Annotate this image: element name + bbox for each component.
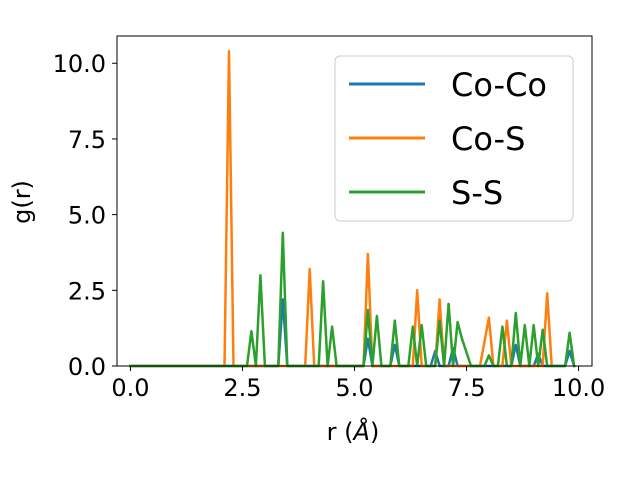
- x-tick-label: 10.0: [552, 374, 605, 402]
- x-axis-label: r (Å): [327, 417, 380, 446]
- legend-label-co-s: Co-S: [451, 120, 525, 158]
- y-tick-label: 10.0: [53, 50, 106, 78]
- x-axis-label-close: ): [370, 418, 379, 446]
- x-tick-label: 2.5: [223, 374, 261, 402]
- legend-items: Co-Co Co-S S-S: [349, 66, 547, 212]
- x-axis: 0.0 2.5 5.0 7.5 10.0: [111, 366, 605, 402]
- y-axis-label: g(r): [8, 180, 36, 224]
- y-tick-label: 2.5: [68, 277, 106, 305]
- y-tick-label: 5.0: [68, 202, 106, 230]
- x-axis-label-text: r (: [327, 418, 354, 446]
- y-tick-label: 7.5: [68, 126, 106, 154]
- legend-label-co-co: Co-Co: [451, 66, 547, 104]
- series-line-s-s: [129, 231, 576, 368]
- legend-frame: [334, 55, 574, 222]
- legend: Co-Co Co-S S-S: [334, 55, 574, 222]
- y-axis: 0.0 2.5 5.0 7.5 10.0: [53, 50, 117, 381]
- x-tick-label: 5.0: [335, 374, 373, 402]
- x-axis-label-unit: Å: [352, 417, 370, 446]
- y-tick-label: 0.0: [68, 353, 106, 381]
- legend-label-s-s: S-S: [451, 174, 503, 212]
- x-tick-label: 0.0: [111, 374, 149, 402]
- x-tick-label: 7.5: [447, 374, 485, 402]
